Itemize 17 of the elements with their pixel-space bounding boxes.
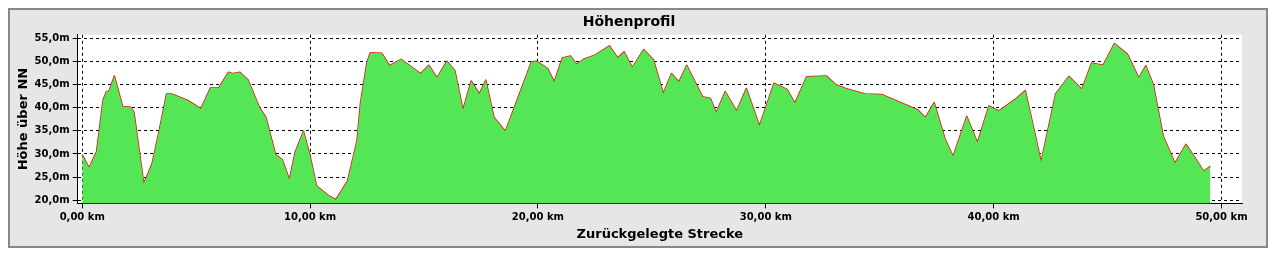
y-tick-label: 50,0m xyxy=(34,55,70,67)
y-tick-label: 40,0m xyxy=(34,101,70,113)
y-tick-label: 20,0m xyxy=(34,193,70,205)
y-tick-label: 30,0m xyxy=(34,147,70,159)
x-tick-label: 50,00 km xyxy=(1195,210,1248,222)
y-tick-label: 35,0m xyxy=(34,124,70,136)
y-tick-label: 25,0m xyxy=(34,170,70,182)
y-axis-title: Höhe über NN xyxy=(15,67,31,171)
x-tick-label: 20,00 km xyxy=(511,210,565,222)
x-tick-label: 40,00 km xyxy=(967,210,1020,222)
chart-title: Höhenprofil xyxy=(582,13,676,30)
y-tick-label: 55,0m xyxy=(34,32,70,44)
x-tick-label: 10,00 km xyxy=(284,210,337,222)
x-tick-label: 0,00 km xyxy=(59,210,105,222)
x-tick-label: 30,00 km xyxy=(739,210,792,222)
x-axis-title: Zurückgelegte Strecke xyxy=(576,225,744,241)
y-tick-label: 45,0m xyxy=(34,78,70,90)
